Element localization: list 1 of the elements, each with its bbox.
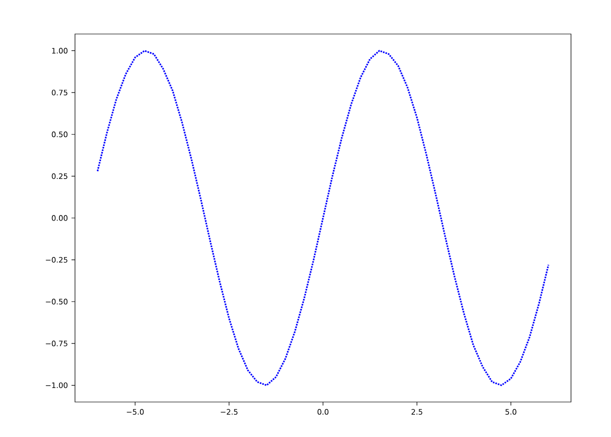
line-series <box>96 50 550 386</box>
